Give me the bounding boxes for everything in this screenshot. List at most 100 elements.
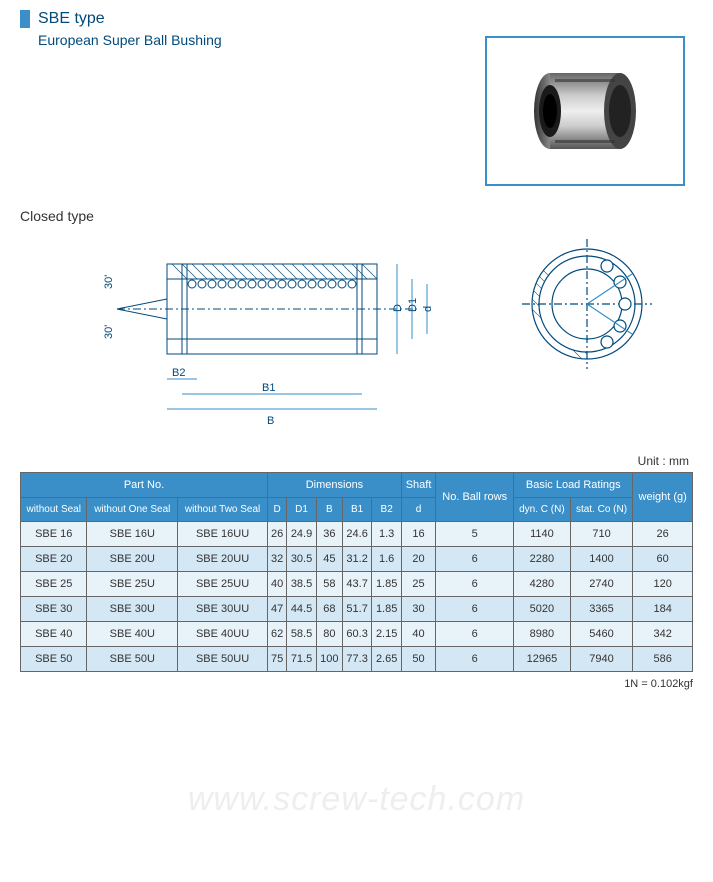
table-row: SBE 25SBE 25USBE 25UU4038.55843.71.85256… [21,572,693,597]
table-cell: 120 [633,572,693,597]
th-load: Basic Load Ratings [514,473,633,498]
table-cell: 12965 [514,647,570,672]
th-rows: No. Ball rows [436,473,514,522]
type-label: SBE type [38,10,105,28]
table-cell: 38.5 [287,572,317,597]
technical-diagram: 30' 30' D D1 d B2 B1 B [20,234,693,434]
table-cell: 2740 [570,572,633,597]
svg-text:B: B [267,415,274,427]
table-cell: 100 [316,647,342,672]
table-cell: SBE 20 [21,547,87,572]
table-cell: 184 [633,597,693,622]
svg-text:d: d [422,306,434,312]
table-cell: 7940 [570,647,633,672]
table-cell: 4280 [514,572,570,597]
svg-text:D: D [392,304,404,312]
table-cell: 58.5 [287,622,317,647]
table-cell: 342 [633,622,693,647]
table-cell: SBE 20U [87,547,178,572]
table-cell: 6 [436,572,514,597]
th-dim: Dimensions [268,473,402,498]
table-cell: SBE 25 [21,572,87,597]
table-cell: 2.15 [372,622,402,647]
table-cell: 36 [316,522,342,547]
table-row: SBE 50SBE 50USBE 50UU7571.510077.32.6550… [21,647,693,672]
table-cell: 47 [268,597,287,622]
table-cell: 40 [401,622,435,647]
table-cell: 1400 [570,547,633,572]
table-cell: 1.6 [372,547,402,572]
table-cell: 20 [401,547,435,572]
table-cell: SBE 30 [21,597,87,622]
unit-label: Unit : mm [20,454,693,468]
table-cell: 2.65 [372,647,402,672]
table-cell: 6 [436,647,514,672]
table-cell: 26 [633,522,693,547]
table-cell: SBE 50 [21,647,87,672]
footnote: 1N = 0.102kgf [20,678,693,690]
table-cell: 68 [316,597,342,622]
table-cell: 71.5 [287,647,317,672]
table-row: SBE 40SBE 40USBE 40UU6258.58060.32.15406… [21,622,693,647]
table-cell: SBE 25UU [178,572,268,597]
table-cell: 44.5 [287,597,317,622]
table-cell: 6 [436,622,514,647]
table-cell: SBE 16U [87,522,178,547]
table-cell: SBE 20UU [178,547,268,572]
table-cell: 30.5 [287,547,317,572]
table-cell: 51.7 [342,597,372,622]
table-row: SBE 30SBE 30USBE 30UU4744.56851.71.85306… [21,597,693,622]
table-cell: 5 [436,522,514,547]
table-cell: 62 [268,622,287,647]
svg-text:B1: B1 [262,382,275,394]
table-cell: SBE 30U [87,597,178,622]
table-cell: 30 [401,597,435,622]
table-cell: 710 [570,522,633,547]
table-cell: SBE 25U [87,572,178,597]
table-cell: 60 [633,547,693,572]
table-cell: 40 [268,572,287,597]
th-shaft: Shaft [401,473,435,498]
table-cell: 32 [268,547,287,572]
table-cell: 43.7 [342,572,372,597]
table-cell: 6 [436,547,514,572]
table-cell: 50 [401,647,435,672]
table-cell: 3365 [570,597,633,622]
product-image-box [485,36,685,186]
table-cell: 45 [316,547,342,572]
table-cell: SBE 16 [21,522,87,547]
table-cell: 1.85 [372,572,402,597]
table-cell: 5460 [570,622,633,647]
table-cell: 31.2 [342,547,372,572]
table-cell: 6 [436,597,514,622]
svg-text:B2: B2 [172,367,185,379]
svg-text:30': 30' [103,325,115,339]
table-cell: 25 [401,572,435,597]
svg-text:30': 30' [103,275,115,289]
table-cell: 586 [633,647,693,672]
table-cell: 77.3 [342,647,372,672]
table-cell: 5020 [514,597,570,622]
table-cell: SBE 50UU [178,647,268,672]
table-cell: 1.85 [372,597,402,622]
table-cell: 80 [316,622,342,647]
table-cell: 24.6 [342,522,372,547]
th-weight: weight (g) [633,473,693,522]
table-cell: SBE 40U [87,622,178,647]
table-row: SBE 20SBE 20USBE 20UU3230.54531.21.62062… [21,547,693,572]
table-cell: 2280 [514,547,570,572]
table-cell: SBE 16UU [178,522,268,547]
svg-text:D1: D1 [407,298,419,312]
table-cell: 24.9 [287,522,317,547]
th-part: Part No. [21,473,268,498]
table-row: SBE 16SBE 16USBE 16UU2624.93624.61.31651… [21,522,693,547]
table-cell: SBE 50U [87,647,178,672]
table-cell: 60.3 [342,622,372,647]
section-label: Closed type [20,208,693,224]
table-cell: 58 [316,572,342,597]
watermark: www.screw-tech.com [188,780,525,819]
table-cell: 16 [401,522,435,547]
spec-table: Part No. Dimensions Shaft No. Ball rows … [20,472,693,672]
table-cell: SBE 40 [21,622,87,647]
table-cell: 26 [268,522,287,547]
